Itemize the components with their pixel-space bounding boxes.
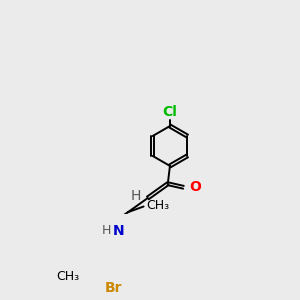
Text: CH₃: CH₃ xyxy=(146,199,170,212)
Text: CH₃: CH₃ xyxy=(56,270,79,283)
Text: H: H xyxy=(101,224,111,237)
Text: Cl: Cl xyxy=(163,105,177,119)
Text: H: H xyxy=(130,189,141,203)
Text: O: O xyxy=(189,180,201,194)
Text: Br: Br xyxy=(105,280,122,295)
Text: N: N xyxy=(112,224,124,238)
